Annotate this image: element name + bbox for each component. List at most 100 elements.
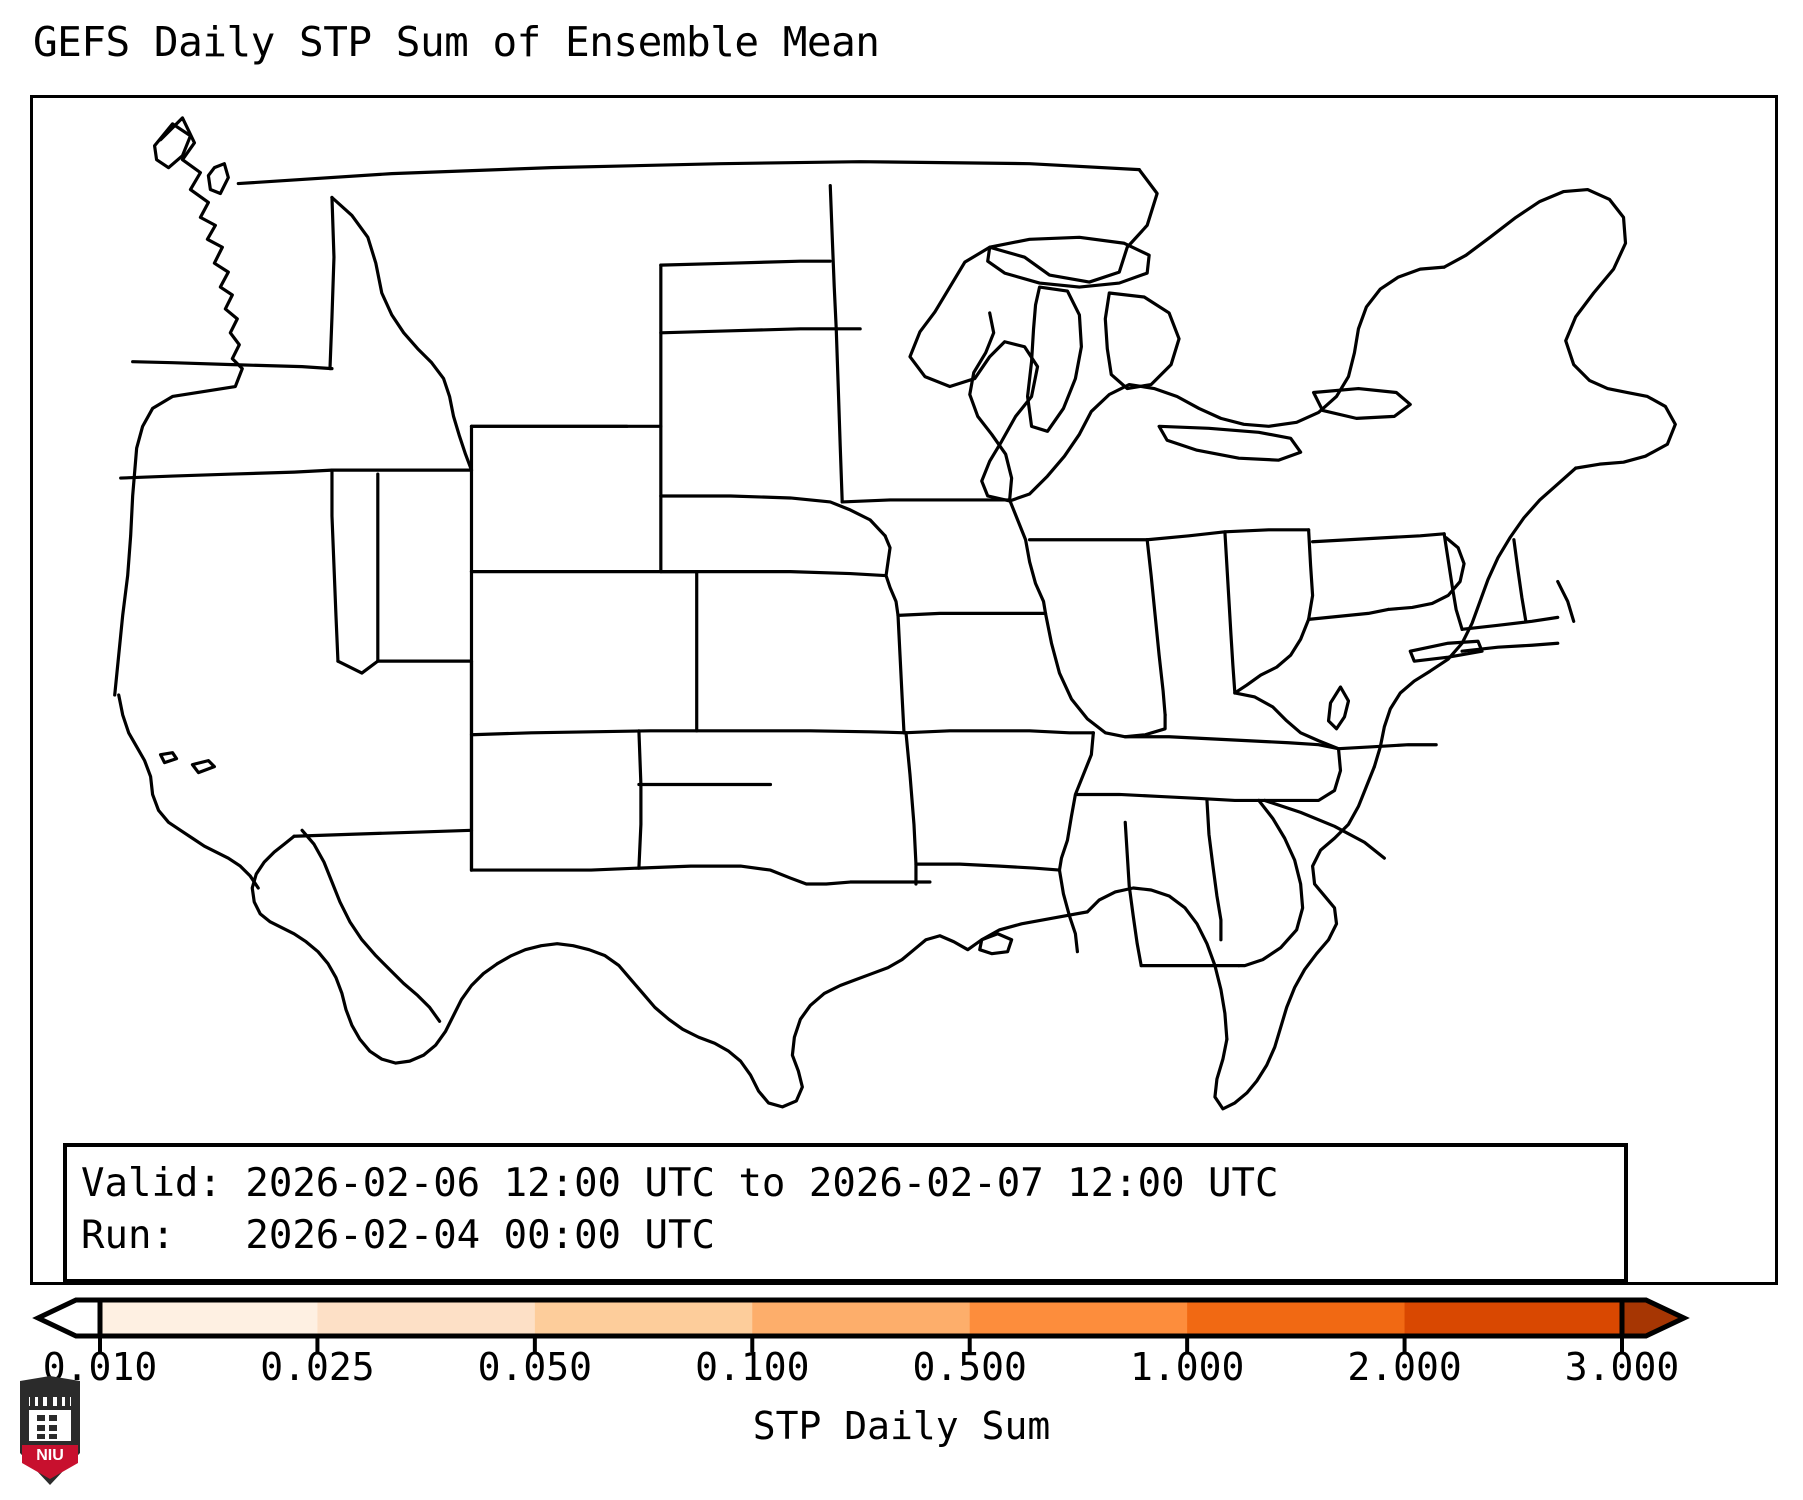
colorbar-tick-label: 3.000 <box>1564 1345 1680 1389</box>
border-nd-sd <box>659 327 862 335</box>
border-al-ga <box>1205 798 1223 942</box>
coastline-pacific-northwest <box>113 116 244 697</box>
colorbar-tick-labels: 0.010 0.025 0.050 0.100 0.500 1.000 2.000 3.000 <box>0 1345 1803 1395</box>
northeast-coast <box>1442 187 1677 470</box>
border-co-nm <box>469 729 699 737</box>
colorbar-tick-label: 0.050 <box>477 1345 593 1389</box>
border-nv-ca <box>330 468 340 663</box>
colorbar-segment <box>100 1300 319 1336</box>
border-ks-ok <box>695 729 908 735</box>
border-wa-or <box>131 360 334 371</box>
castle-windows <box>37 1415 57 1439</box>
border-ar-la <box>914 862 1062 872</box>
border-nm-tx <box>469 866 641 872</box>
valid-time-text: Valid: 2026-02-06 12:00 UTC to 2026-02-0… <box>81 1161 1279 1206</box>
niu-shield-icon: NIU <box>20 1376 80 1485</box>
great-lakes <box>908 168 1446 503</box>
border-oh-pa-wv <box>1233 528 1315 695</box>
border-ky-tn <box>1123 735 1341 751</box>
border-nd-mn <box>828 183 838 331</box>
colorbar-under-arrow <box>32 1297 103 1339</box>
border-mt-nd-sd <box>659 259 832 267</box>
border-tn-ms-al-ga <box>1075 792 1261 803</box>
border-pa-ny <box>1310 532 1446 544</box>
border-id-mt <box>330 195 474 472</box>
long-island <box>1408 639 1484 663</box>
border-az-mexico <box>292 828 474 838</box>
border-mn-wi <box>968 311 1014 502</box>
colorbar-segment <box>969 1300 1188 1336</box>
border-ar-ms-tn <box>1057 731 1095 872</box>
niu-banner <box>22 1445 78 1479</box>
chesapeake-delaware <box>1326 685 1351 731</box>
forecast-info-box: Valid: 2026-02-06 12:00 UTC to 2026-02-0… <box>63 1143 1628 1282</box>
mississippi-delta <box>978 932 1014 956</box>
border-nh-me <box>1556 579 1576 623</box>
california-coast <box>117 693 260 890</box>
border-sd-ne <box>659 494 887 538</box>
colorbar-axis-label: STP Daily Sum <box>752 1404 1051 1448</box>
niu-banner-text: NIU <box>36 1447 64 1464</box>
border-nc-sc <box>1263 798 1386 860</box>
atlantic-coast <box>1213 765 1376 1111</box>
niu-logo: NIU <box>16 1375 84 1487</box>
border-ia-il <box>1008 498 1048 615</box>
border-mi-oh-in <box>1145 528 1311 542</box>
border-ne-ks <box>659 570 887 578</box>
baja-california <box>300 828 442 1023</box>
channel-islands-b <box>190 759 216 775</box>
castle-towers <box>29 1385 71 1410</box>
border-va-wv-md <box>1233 691 1341 751</box>
border-ct-ma-vt-nh <box>1460 615 1560 631</box>
border-or-id-east <box>328 195 336 371</box>
lake-michigan <box>1025 285 1083 433</box>
border-mn-ia <box>840 498 1012 504</box>
us-states-map <box>113 116 1677 1111</box>
border-ks-mo <box>896 613 906 735</box>
border-mo-ar <box>902 729 1095 735</box>
border-ne-ia-mo <box>883 534 900 617</box>
border-ga-sc <box>1237 798 1305 968</box>
border-wv-pa-md <box>1307 607 1390 621</box>
colorbar-tick-group <box>98 1336 1624 1352</box>
map-panel: Valid: 2026-02-06 12:00 UTC to 2026-02-0… <box>30 95 1778 1285</box>
colorbar-segment <box>317 1300 536 1336</box>
lake-erie <box>1157 424 1303 462</box>
us-canada-border <box>236 160 1141 186</box>
border-ny-ne <box>1442 532 1464 631</box>
border-ma-ct-ri <box>1460 641 1560 653</box>
channel-islands-a <box>158 751 179 765</box>
colorbar-tick-label: 0.500 <box>912 1345 1027 1389</box>
border-sd-mn-ia <box>834 327 844 504</box>
colorbar <box>0 1292 1803 1352</box>
border-tn-nc-va <box>1257 747 1343 803</box>
lake-superior <box>986 235 1151 289</box>
colorbar-swatches <box>32 1297 1690 1352</box>
lake-ontario <box>1311 386 1412 420</box>
border-vt-nh <box>1512 538 1528 623</box>
border-nv-az <box>336 659 380 675</box>
gulf-coast <box>495 910 1089 1109</box>
florida-peninsula <box>1085 886 1229 1041</box>
lake-huron <box>1103 291 1181 391</box>
border-ia-mo <box>896 611 1048 617</box>
colorbar-segment <box>1187 1300 1406 1336</box>
border-or-ca <box>119 468 334 480</box>
vancouver-island <box>152 122 193 170</box>
colorbar-tick-label: 2.000 <box>1347 1345 1462 1389</box>
colorbar-segment <box>1404 1300 1623 1336</box>
border-ok-east <box>904 731 918 886</box>
border-nm-east <box>637 729 643 870</box>
colorbar-tick-label: 0.025 <box>260 1345 375 1389</box>
border-la-ms <box>1057 868 1079 954</box>
border-nc-va <box>1336 743 1438 751</box>
colorbar-tick-label: 0.100 <box>695 1345 810 1389</box>
border-ms-al <box>1123 820 1143 968</box>
run-time-text: Run: 2026-02-04 00:00 UTC <box>81 1213 715 1258</box>
border-il-mo-ky <box>1043 611 1167 739</box>
colorbar-segment-group <box>100 1300 1623 1336</box>
colorbar-segment <box>752 1300 971 1336</box>
colorbar-segment <box>534 1300 753 1336</box>
border-il-in <box>1145 538 1167 717</box>
border-in-oh <box>1223 530 1237 695</box>
